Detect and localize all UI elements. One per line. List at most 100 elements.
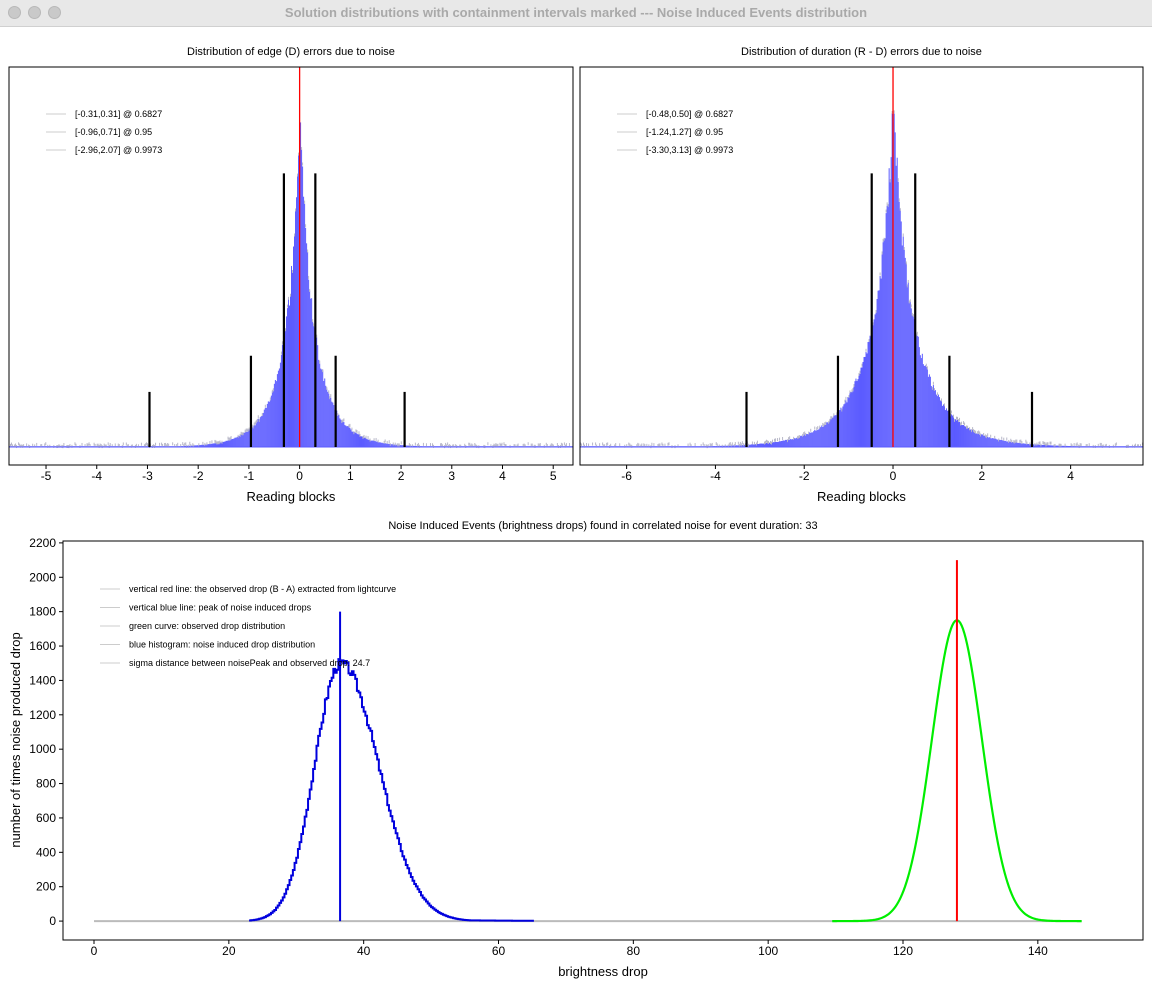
histogram-bar-noise bbox=[658, 443, 660, 447]
histogram-bar bbox=[258, 420, 260, 447]
histogram-bar-noise bbox=[343, 418, 345, 422]
histogram-bar-noise bbox=[400, 441, 402, 445]
histogram-bar-noise bbox=[330, 394, 332, 398]
histogram-bar-noise bbox=[63, 442, 65, 446]
histogram-bar-noise bbox=[469, 442, 471, 446]
histogram-bar-noise bbox=[417, 442, 419, 446]
histogram-bar bbox=[1066, 445, 1068, 447]
histogram-bar-noise bbox=[753, 441, 755, 445]
histogram-bar bbox=[287, 298, 289, 447]
histogram-bar-noise bbox=[272, 388, 274, 392]
histogram-bar-noise bbox=[1086, 444, 1088, 448]
histogram-bar-noise bbox=[264, 404, 266, 408]
histogram-bar bbox=[1000, 439, 1002, 447]
histogram-bar-noise bbox=[530, 443, 532, 447]
histogram-bar-noise bbox=[936, 392, 938, 396]
histogram-bar bbox=[1004, 440, 1006, 447]
histogram-bar bbox=[776, 441, 778, 447]
histogram-bar bbox=[755, 444, 757, 447]
histogram-bar-noise bbox=[131, 444, 133, 448]
histogram-bar bbox=[950, 414, 952, 447]
histogram-bar-noise bbox=[367, 436, 369, 440]
histogram-bar-noise bbox=[111, 444, 113, 448]
histogram-bar bbox=[803, 435, 805, 447]
histogram-bar-noise bbox=[189, 441, 191, 445]
histogram-bar bbox=[341, 421, 343, 447]
x-tick-label: -3 bbox=[142, 469, 153, 483]
histogram-bar-noise bbox=[58, 444, 60, 448]
histogram-bar-noise bbox=[950, 410, 952, 414]
histogram-bar bbox=[318, 359, 320, 447]
histogram-bar-noise bbox=[987, 433, 989, 437]
histogram-bar-noise bbox=[829, 418, 831, 422]
histogram-bar-noise bbox=[122, 442, 124, 446]
close-window-button[interactable] bbox=[8, 6, 21, 19]
histogram-bar-noise bbox=[341, 420, 343, 424]
histogram-bar-noise bbox=[998, 438, 1000, 442]
legend-entry: blue histogram: noise induced drop distr… bbox=[129, 640, 315, 650]
histogram-bar-noise bbox=[445, 442, 447, 446]
histogram-bar-noise bbox=[495, 443, 497, 447]
histogram-bar bbox=[360, 436, 362, 447]
histogram-bar bbox=[985, 436, 987, 447]
histogram-bar bbox=[993, 438, 995, 447]
histogram-bar-noise bbox=[734, 442, 736, 446]
x-tick-label: 5 bbox=[550, 469, 557, 483]
histogram-bar-noise bbox=[1073, 443, 1075, 447]
histogram-bar-noise bbox=[256, 418, 258, 422]
x-axis-label: Reading blocks bbox=[817, 489, 906, 504]
histogram-bar-noise bbox=[700, 444, 702, 448]
histogram-bar-noise bbox=[568, 443, 570, 447]
histogram-bar bbox=[729, 445, 731, 447]
histogram-bar-noise bbox=[610, 443, 612, 447]
histogram-bar bbox=[726, 445, 728, 447]
histogram-bar-noise bbox=[551, 443, 553, 447]
histogram-bar-noise bbox=[694, 443, 696, 447]
x-tick-label: -2 bbox=[799, 469, 810, 483]
zoom-window-button[interactable] bbox=[48, 6, 61, 19]
histogram-bar bbox=[251, 426, 253, 447]
histogram-bar-noise bbox=[1085, 444, 1087, 448]
histogram-bar-noise bbox=[252, 425, 254, 429]
histogram-bar-noise bbox=[972, 427, 974, 431]
histogram-bar bbox=[960, 424, 962, 447]
histogram-bar bbox=[269, 400, 271, 447]
histogram-bar bbox=[265, 407, 267, 447]
histogram-bar bbox=[861, 367, 863, 447]
histogram-bar bbox=[366, 439, 368, 447]
histogram-bar-noise bbox=[733, 443, 735, 447]
histogram-bar-noise bbox=[844, 399, 846, 403]
histogram-bar bbox=[364, 437, 366, 447]
histogram-bar-noise bbox=[34, 444, 36, 448]
histogram-bar-noise bbox=[897, 178, 899, 182]
histogram-bar bbox=[882, 242, 884, 447]
histogram-bar-noise bbox=[355, 429, 357, 433]
histogram-bar-noise bbox=[1071, 444, 1073, 448]
histogram-bar bbox=[839, 410, 841, 447]
histogram-bar-noise bbox=[167, 443, 169, 447]
histogram-bar-noise bbox=[716, 443, 718, 447]
histogram-bar bbox=[1062, 445, 1064, 447]
histogram-bar bbox=[781, 440, 783, 447]
histogram-bar-noise bbox=[192, 443, 194, 447]
minimize-window-button[interactable] bbox=[28, 6, 41, 19]
histogram-bar bbox=[379, 442, 381, 447]
histogram-bar-noise bbox=[348, 424, 350, 428]
histogram-bar-noise bbox=[629, 443, 631, 447]
histogram-bar bbox=[192, 445, 194, 447]
histogram-bar bbox=[208, 443, 210, 447]
histogram-bar bbox=[391, 444, 393, 447]
histogram-bar bbox=[798, 437, 800, 447]
histogram-bar bbox=[827, 422, 829, 447]
histogram-bar bbox=[737, 445, 739, 447]
histogram-bar-noise bbox=[977, 431, 979, 435]
histogram-bar bbox=[242, 433, 244, 447]
histogram-bar-noise bbox=[493, 443, 495, 447]
histogram-bar bbox=[325, 385, 327, 447]
histogram-bar-noise bbox=[709, 443, 711, 447]
histogram-bar-noise bbox=[1036, 442, 1038, 446]
histogram-bar-noise bbox=[383, 440, 385, 444]
histogram-bar-noise bbox=[487, 442, 489, 446]
histogram-bar-noise bbox=[731, 442, 733, 446]
histogram-bar-noise bbox=[153, 444, 155, 448]
